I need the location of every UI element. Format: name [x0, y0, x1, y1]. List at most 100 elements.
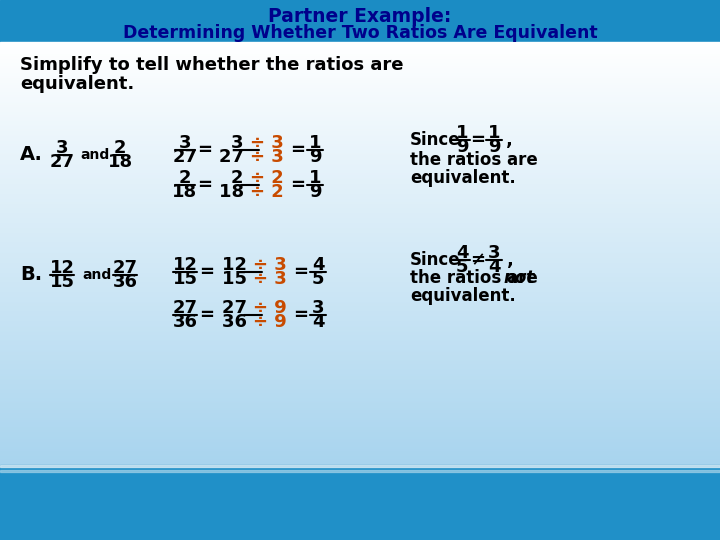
Text: 12: 12 — [173, 256, 197, 274]
Text: 9: 9 — [309, 148, 321, 166]
Bar — [0, 361, 720, 362]
Bar — [0, 134, 720, 136]
Bar — [0, 415, 720, 417]
Bar — [0, 89, 720, 90]
Bar — [0, 310, 720, 312]
Bar — [0, 279, 720, 280]
Bar — [0, 298, 720, 299]
Text: ÷ 9: ÷ 9 — [253, 313, 287, 331]
Bar — [0, 132, 720, 134]
Bar — [0, 101, 720, 103]
Bar — [0, 126, 720, 128]
Bar — [0, 226, 720, 228]
Bar — [0, 230, 720, 232]
Bar — [0, 322, 720, 323]
Bar — [0, 271, 720, 273]
Bar — [0, 247, 720, 248]
Text: ≠: ≠ — [470, 251, 485, 269]
Bar — [0, 220, 720, 222]
Text: 3: 3 — [55, 139, 68, 157]
Bar — [0, 123, 720, 124]
Bar — [0, 457, 720, 459]
Bar — [0, 386, 720, 388]
Text: 15: 15 — [173, 270, 197, 288]
Text: 5: 5 — [456, 258, 468, 276]
Bar — [0, 119, 720, 120]
Text: 4: 4 — [487, 258, 500, 276]
Text: 12: 12 — [50, 259, 74, 277]
Bar — [0, 221, 720, 223]
Bar — [0, 219, 720, 221]
Bar — [0, 127, 720, 129]
Bar — [0, 363, 720, 364]
Bar — [0, 183, 720, 185]
Bar — [0, 117, 720, 118]
Text: =: = — [290, 141, 305, 159]
Bar — [0, 179, 720, 181]
Bar — [0, 375, 720, 377]
Bar — [0, 295, 720, 297]
Text: 4: 4 — [312, 256, 324, 274]
Bar — [0, 462, 720, 464]
Text: =: = — [290, 176, 305, 194]
Bar — [0, 317, 720, 319]
Bar — [0, 288, 720, 290]
Bar — [0, 393, 720, 395]
Bar — [0, 144, 720, 146]
Bar — [0, 177, 720, 179]
Bar — [0, 333, 720, 334]
Bar — [0, 359, 720, 361]
Bar — [0, 343, 720, 346]
Text: ÷ 3: ÷ 3 — [253, 270, 287, 288]
Text: =: = — [294, 306, 308, 324]
Bar — [0, 115, 720, 117]
Bar — [0, 424, 720, 426]
Bar — [0, 204, 720, 205]
Bar — [0, 281, 720, 282]
Bar — [0, 428, 720, 430]
Bar — [0, 49, 720, 50]
Bar — [0, 301, 720, 303]
Bar — [0, 98, 720, 100]
Bar — [0, 461, 720, 463]
Bar — [0, 329, 720, 331]
Bar — [0, 64, 720, 66]
Bar — [0, 413, 720, 414]
Bar — [0, 136, 720, 138]
Text: 27: 27 — [173, 148, 197, 166]
Bar — [0, 327, 720, 328]
Bar — [0, 178, 720, 180]
Bar — [0, 62, 720, 64]
Bar — [0, 394, 720, 396]
Bar — [0, 152, 720, 153]
Bar — [0, 235, 720, 237]
Bar — [0, 166, 720, 168]
Bar — [0, 215, 720, 217]
Bar — [0, 196, 720, 198]
Bar — [0, 185, 720, 187]
Bar — [0, 449, 720, 450]
Bar — [0, 433, 720, 435]
Bar — [0, 258, 720, 260]
Bar — [0, 71, 720, 72]
Bar — [0, 383, 720, 385]
Bar — [0, 287, 720, 288]
Bar — [0, 402, 720, 403]
Bar — [0, 265, 720, 267]
Bar — [0, 55, 720, 57]
Bar — [0, 174, 720, 176]
Text: ,: , — [506, 131, 513, 149]
Bar — [0, 137, 720, 139]
Bar — [0, 336, 720, 338]
Bar — [0, 418, 720, 420]
Text: 1: 1 — [487, 124, 500, 142]
Bar — [0, 434, 720, 436]
Bar — [0, 373, 720, 374]
Bar — [0, 201, 720, 202]
Bar — [0, 312, 720, 314]
Bar — [0, 352, 720, 354]
Bar — [0, 384, 720, 387]
Bar — [0, 409, 720, 410]
Bar — [0, 302, 720, 304]
Text: 1: 1 — [456, 124, 468, 142]
